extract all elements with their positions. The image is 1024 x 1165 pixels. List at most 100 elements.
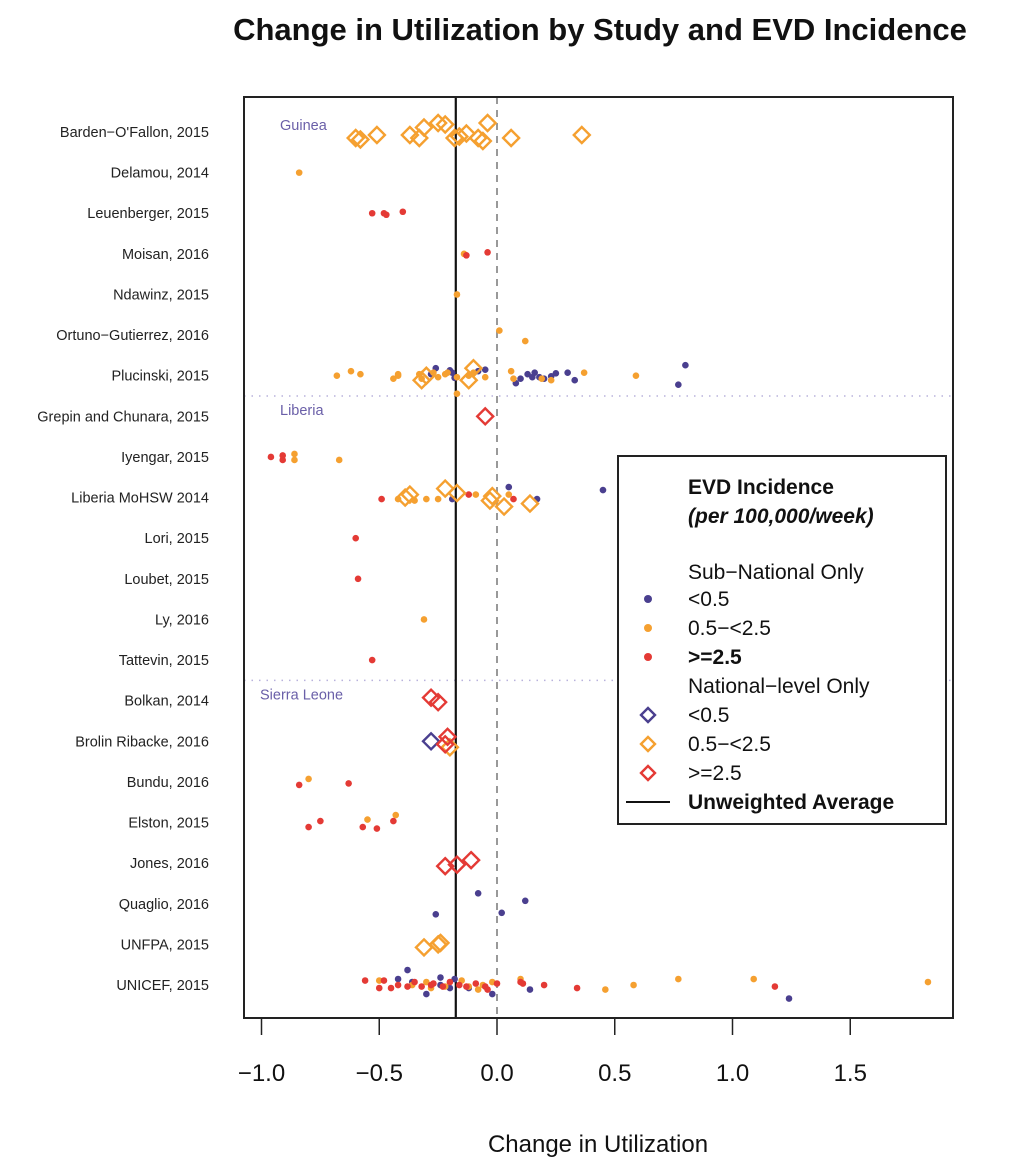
legend-box bbox=[617, 455, 947, 825]
data-point-dot bbox=[380, 977, 388, 984]
data-point-dot bbox=[368, 656, 376, 664]
data-point-dot bbox=[573, 984, 581, 992]
data-point-dot bbox=[364, 816, 371, 823]
data-point-dot bbox=[524, 370, 531, 378]
data-point-dot bbox=[547, 376, 555, 384]
data-point-dot bbox=[564, 369, 571, 377]
data-point-dot bbox=[394, 370, 402, 378]
data-point-dot bbox=[496, 327, 503, 334]
data-point-dot bbox=[368, 209, 376, 217]
x-tick-label: 0.0 bbox=[480, 1060, 513, 1087]
legend-title: EVD Incidence bbox=[688, 476, 834, 499]
study-label: Grepin and Chunara, 2015 bbox=[37, 409, 209, 425]
data-point-diamond bbox=[463, 358, 484, 378]
data-point-diamond bbox=[482, 486, 502, 506]
data-point-dot bbox=[291, 450, 298, 458]
data-point-dot bbox=[434, 373, 442, 381]
data-point-dot bbox=[392, 811, 400, 819]
data-point-dot bbox=[423, 990, 430, 998]
data-point-dot bbox=[394, 975, 402, 983]
data-point-dot bbox=[630, 981, 637, 989]
data-point-dot bbox=[481, 373, 489, 381]
data-point-dot bbox=[291, 456, 298, 464]
data-point-dot bbox=[295, 781, 303, 789]
data-point-diamond bbox=[435, 114, 455, 135]
data-point-diamond bbox=[477, 113, 498, 133]
data-point-dot bbox=[361, 977, 369, 984]
study-label: Liberia MoHSW 2014 bbox=[71, 491, 209, 507]
data-point-dot bbox=[305, 823, 312, 831]
data-point-dot bbox=[446, 978, 454, 986]
data-point-dot bbox=[510, 375, 517, 383]
data-point-dot bbox=[387, 984, 395, 992]
data-point-diamond bbox=[430, 933, 451, 953]
legend-item-label: 0.5−<2.5 bbox=[688, 733, 771, 756]
data-point-dot bbox=[675, 381, 682, 389]
data-point-dot bbox=[390, 817, 397, 825]
data-point-diamond bbox=[449, 126, 470, 147]
data-point-dot bbox=[510, 495, 517, 503]
data-point-dot bbox=[599, 486, 607, 494]
legend-dot-marker bbox=[644, 595, 652, 603]
study-label: Loubet, 2015 bbox=[124, 572, 209, 588]
data-point-dot bbox=[380, 209, 388, 217]
data-point-dot bbox=[771, 983, 779, 990]
x-tick-label: −0.5 bbox=[356, 1060, 403, 1087]
data-point-dot bbox=[432, 910, 440, 918]
data-point-diamond bbox=[395, 487, 415, 508]
region-label: Guinea bbox=[280, 118, 328, 134]
data-point-dot bbox=[493, 980, 501, 987]
legend-subtitle: (per 100,000/week) bbox=[688, 505, 874, 528]
data-point-dot bbox=[451, 975, 458, 983]
data-point-dot bbox=[571, 376, 579, 384]
x-tick-label: 0.5 bbox=[598, 1060, 631, 1087]
data-point-diamond bbox=[414, 117, 434, 138]
data-point-dot bbox=[456, 981, 463, 989]
data-point-dot bbox=[488, 990, 496, 998]
legend-diamond-marker bbox=[639, 764, 657, 782]
study-label: Moisan, 2016 bbox=[122, 247, 209, 263]
data-point-dot bbox=[399, 208, 407, 216]
data-point-dot bbox=[390, 375, 397, 383]
data-point-dot bbox=[418, 983, 425, 990]
x-axis: −1.0 −0.5 0.0 0.5 1.0 1.5 bbox=[238, 1017, 867, 1087]
data-point-dot bbox=[335, 456, 343, 464]
data-point-dot bbox=[420, 616, 428, 623]
region-label: Sierra Leone bbox=[260, 687, 343, 703]
study-label: Ly, 2016 bbox=[155, 612, 209, 628]
study-label: Ndawinz, 2015 bbox=[113, 287, 209, 303]
data-point-dot bbox=[465, 491, 473, 498]
data-point-dot bbox=[498, 909, 506, 917]
study-label: Tattevin, 2015 bbox=[119, 653, 209, 669]
data-point-dot bbox=[444, 369, 451, 377]
data-point-dot bbox=[453, 390, 461, 398]
data-point-diamond bbox=[456, 123, 477, 144]
study-label: UNICEF, 2015 bbox=[116, 978, 209, 994]
legend-diamond-marker bbox=[639, 706, 657, 724]
data-point-dot bbox=[517, 375, 524, 383]
x-axis-label: Change in Utilization bbox=[488, 1131, 708, 1158]
data-point-dot bbox=[474, 986, 482, 993]
data-point-dot bbox=[411, 978, 418, 986]
data-point-dot bbox=[472, 980, 480, 987]
data-point-diamond bbox=[428, 113, 448, 133]
legend-dot-marker bbox=[644, 653, 652, 661]
data-point-dot bbox=[785, 995, 793, 1002]
data-point-diamond bbox=[367, 125, 387, 145]
data-point-dot bbox=[439, 983, 447, 990]
data-point-diamond bbox=[447, 483, 467, 503]
data-point-dot bbox=[540, 981, 548, 989]
data-point-dot bbox=[531, 369, 538, 377]
study-label: UNFPA, 2015 bbox=[121, 937, 209, 953]
study-label: Bolkan, 2014 bbox=[124, 694, 209, 710]
data-point-dot bbox=[924, 978, 932, 986]
data-point-diamond bbox=[428, 692, 448, 712]
data-point-dot bbox=[375, 984, 383, 992]
study-label: Jones, 2016 bbox=[130, 856, 209, 872]
data-point-diamond bbox=[416, 366, 437, 386]
data-point-dot bbox=[295, 169, 303, 176]
legend-item-label: 0.5−<2.5 bbox=[688, 617, 771, 640]
study-label: Quaglio, 2016 bbox=[119, 897, 209, 913]
data-points bbox=[267, 113, 932, 1002]
study-label: Elston, 2015 bbox=[128, 816, 209, 832]
